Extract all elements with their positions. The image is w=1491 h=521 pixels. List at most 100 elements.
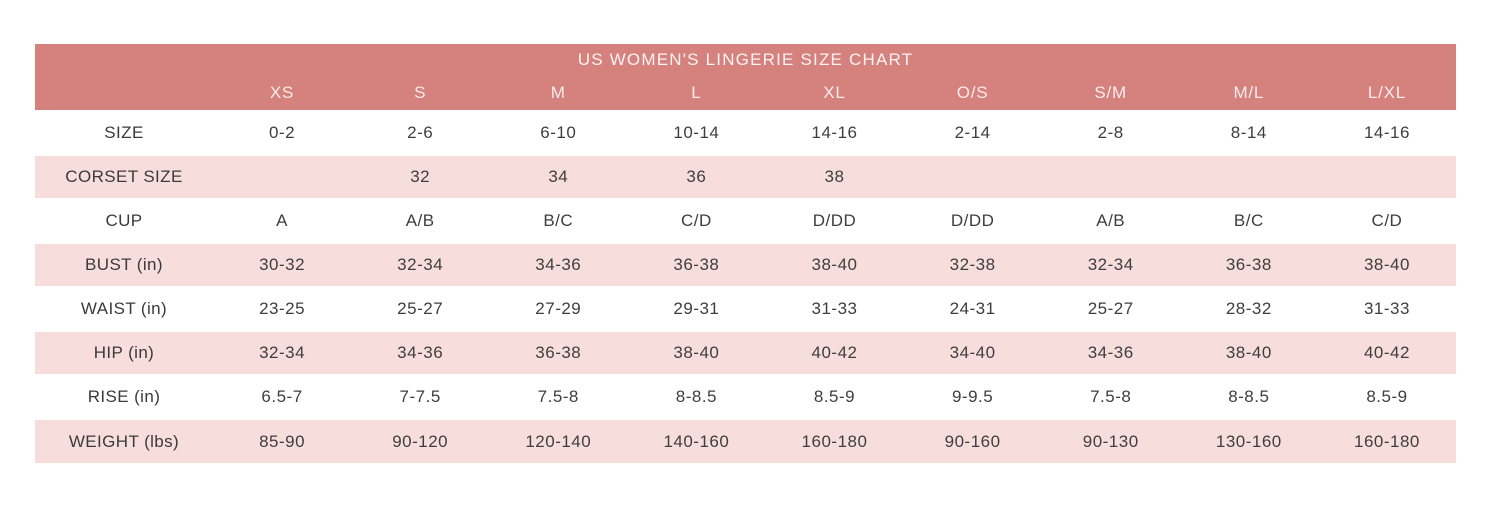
cell-hip-in-xl: 40-42 xyxy=(811,343,858,362)
cell-cup-xl: D/DD xyxy=(812,211,857,230)
cell-cup-xs: A xyxy=(276,211,288,230)
table-row-bust-in: BUST (in) 30-32 32-34 34-36 36-38 38-40 32-38 3… xyxy=(35,243,1456,287)
cell-bust-in-l: 36-38 xyxy=(673,255,720,274)
cell-corset-size-s-m xyxy=(1042,155,1180,199)
cell-hip-in-s: 34-36 xyxy=(397,343,444,362)
cell-rise-in-l: 8-8.5 xyxy=(675,387,717,406)
cell-waist-in-m-l: 28-32 xyxy=(1225,299,1272,318)
table-row-weight-lbs: WEIGHT (lbs) 85-90 90-120 120-140 140-160 160… xyxy=(35,419,1456,463)
size-chart-table: US WOMEN'S LINGERIE SIZE CHART XS S M L XL O/… xyxy=(35,44,1456,463)
cell-weight-lbs-l: 140-160 xyxy=(663,431,730,451)
cell-cup-s-m: A/B xyxy=(1096,211,1126,230)
row-label-corset-size: CORSET SIZE xyxy=(65,167,183,186)
title-row: US WOMEN'S LINGERIE SIZE CHART xyxy=(35,44,1456,76)
chart-title: US WOMEN'S LINGERIE SIZE CHART xyxy=(35,44,1456,76)
cell-corset-size-xs xyxy=(213,155,351,199)
cell-weight-lbs-o-s: 90-160 xyxy=(944,431,1001,451)
cell-waist-in-s: 25-27 xyxy=(397,299,444,318)
cell-corset-size-s: 32 xyxy=(410,167,431,186)
cell-hip-in-xs: 32-34 xyxy=(259,343,306,362)
cell-hip-in-m-l: 38-40 xyxy=(1225,343,1272,362)
cell-waist-in-l-xl: 31-33 xyxy=(1363,299,1410,318)
column-header-m-l: M/L xyxy=(1179,76,1318,111)
cell-size-xl: 14-16 xyxy=(811,123,858,142)
cell-corset-size-l: 36 xyxy=(686,167,707,186)
cell-bust-in-o-s: 32-38 xyxy=(949,255,996,274)
row-label-rise-in: RISE (in) xyxy=(87,387,161,406)
table-row-size: SIZE 0-2 2-6 6-10 10-14 14-16 2-14 2-8 8-14 14-16 xyxy=(35,111,1456,155)
cell-waist-in-o-s: 24-31 xyxy=(949,299,996,318)
cell-bust-in-s-m: 32-34 xyxy=(1087,255,1134,274)
row-label-weight-lbs: WEIGHT (lbs) xyxy=(68,431,180,451)
row-label-cup: CUP xyxy=(105,211,143,230)
table-row-corset-size: CORSET SIZE 32 34 36 38 xyxy=(35,155,1456,199)
cell-weight-lbs-s-m: 90-130 xyxy=(1082,431,1139,451)
cell-weight-lbs-s: 90-120 xyxy=(392,431,449,451)
cell-cup-s: A/B xyxy=(405,211,435,230)
cell-hip-in-l-xl: 40-42 xyxy=(1363,343,1410,362)
cell-size-m: 6-10 xyxy=(540,123,577,142)
cell-rise-in-o-s: 9-9.5 xyxy=(951,387,994,406)
cell-weight-lbs-xs: 85-90 xyxy=(259,431,306,451)
cell-waist-in-m: 27-29 xyxy=(535,299,582,318)
cell-hip-in-s-m: 34-36 xyxy=(1087,343,1134,362)
cell-waist-in-xl: 31-33 xyxy=(811,299,858,318)
cell-weight-lbs-m: 120-140 xyxy=(525,431,592,451)
column-header-m: M xyxy=(489,76,628,111)
cell-rise-in-xs: 6.5-7 xyxy=(261,387,303,406)
table-body: SIZE 0-2 2-6 6-10 10-14 14-16 2-14 2-8 8-14 14-16… xyxy=(35,111,1456,463)
cell-size-m-l: 8-14 xyxy=(1230,123,1267,142)
cell-rise-in-s-m: 7.5-8 xyxy=(1090,387,1132,406)
cell-size-l: 10-14 xyxy=(673,123,720,142)
row-label-bust-in: BUST (in) xyxy=(85,255,163,274)
cell-bust-in-m-l: 36-38 xyxy=(1225,255,1272,274)
cell-rise-in-xl: 8.5-9 xyxy=(813,387,856,406)
cell-size-xs: 0-2 xyxy=(269,123,296,142)
column-header-s: S xyxy=(351,76,490,111)
cell-bust-in-m: 34-36 xyxy=(535,255,582,274)
cell-hip-in-l: 38-40 xyxy=(673,343,720,362)
cell-corset-size-m-l xyxy=(1180,155,1318,199)
cell-bust-in-xl: 38-40 xyxy=(811,255,858,274)
cell-rise-in-l-xl: 8.5-9 xyxy=(1366,387,1408,406)
cell-corset-size-m: 34 xyxy=(548,167,569,186)
cell-weight-lbs-xl: 160-180 xyxy=(801,431,868,451)
cell-size-o-s: 2-14 xyxy=(954,123,991,142)
cell-rise-in-s: 7-7.5 xyxy=(399,387,441,406)
cell-corset-size-xl: 38 xyxy=(824,167,845,186)
cell-cup-m-l: B/C xyxy=(1233,211,1264,230)
cell-size-l-xl: 14-16 xyxy=(1363,123,1410,142)
column-header-row: XS S M L XL O/S S/M M/L L/XL xyxy=(35,76,1456,111)
cell-rise-in-m: 7.5-8 xyxy=(537,387,579,406)
cell-hip-in-m: 36-38 xyxy=(535,343,582,362)
table-row-waist-in: WAIST (in) 23-25 25-27 27-29 29-31 31-33 24-31… xyxy=(35,287,1456,331)
column-header-s-m: S/M xyxy=(1041,76,1180,111)
column-header-o-s: O/S xyxy=(903,76,1042,111)
cell-size-s: 2-6 xyxy=(407,123,434,142)
cell-weight-lbs-l-xl: 160-180 xyxy=(1353,431,1420,451)
header-empty-cell xyxy=(35,76,213,111)
table-row-hip-in: HIP (in) 32-34 34-36 36-38 38-40 40-42 34-40 34… xyxy=(35,331,1456,375)
column-header-xl: XL xyxy=(765,76,904,111)
cell-cup-l: C/D xyxy=(680,211,712,230)
table-row-cup: CUP A A/B B/C C/D D/DD D/DD A/B B/C C/D xyxy=(35,199,1456,243)
table-row-rise-in: RISE (in) 6.5-7 7-7.5 7.5-8 8-8.5 8.5-9 9-9.5 7… xyxy=(35,375,1456,419)
row-label-waist-in: WAIST (in) xyxy=(80,299,168,318)
cell-hip-in-o-s: 34-40 xyxy=(949,343,996,362)
cell-bust-in-l-xl: 38-40 xyxy=(1363,255,1410,274)
column-header-l: L xyxy=(627,76,766,111)
cell-corset-size-l-xl xyxy=(1318,155,1456,199)
cell-weight-lbs-m-l: 130-160 xyxy=(1215,431,1282,451)
cell-corset-size-o-s xyxy=(904,155,1042,199)
row-label-size: SIZE xyxy=(104,123,144,142)
cell-size-s-m: 2-8 xyxy=(1097,123,1124,142)
cell-cup-m: B/C xyxy=(543,211,574,230)
cell-waist-in-xs: 23-25 xyxy=(259,299,306,318)
cell-rise-in-m-l: 8-8.5 xyxy=(1228,387,1270,406)
cell-cup-l-xl: C/D xyxy=(1371,211,1403,230)
cell-waist-in-l: 29-31 xyxy=(673,299,720,318)
column-header-l-xl: L/XL xyxy=(1317,76,1456,111)
cell-cup-o-s: D/DD xyxy=(950,211,995,230)
cell-bust-in-xs: 30-32 xyxy=(259,255,306,274)
